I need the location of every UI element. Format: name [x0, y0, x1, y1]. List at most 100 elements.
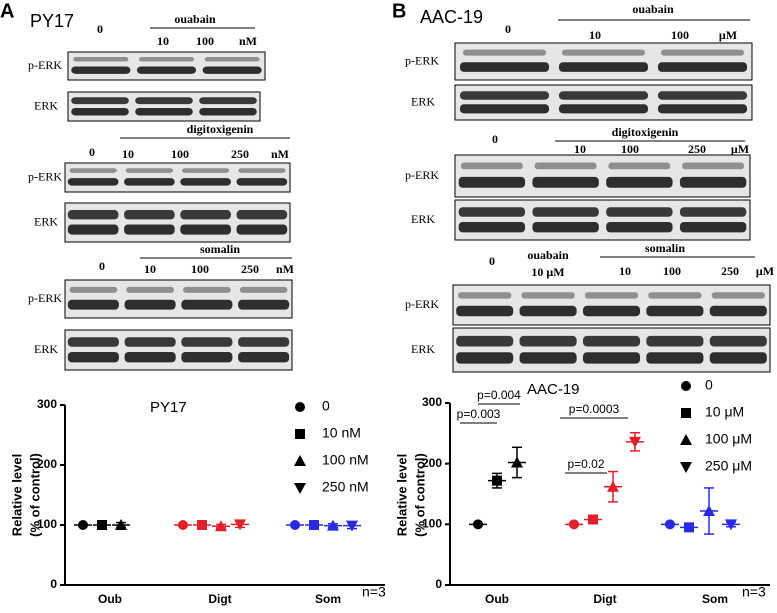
blot-box — [454, 42, 753, 81]
band — [657, 62, 748, 72]
cell-line: PY17 — [30, 11, 74, 31]
chart-title: AAC-19 — [527, 381, 580, 398]
band — [236, 224, 288, 235]
band — [679, 207, 747, 217]
band — [460, 162, 523, 170]
y-tick-label: 200 — [422, 456, 442, 470]
treatment: digitoxigenin — [612, 125, 679, 139]
band — [682, 162, 745, 170]
y-tick-label: 300 — [422, 395, 442, 409]
band — [709, 352, 767, 364]
y-tick-label: 0 — [435, 577, 442, 591]
lane-label: 10 — [144, 262, 156, 276]
lane-label: 100 — [671, 28, 689, 42]
band — [238, 352, 290, 363]
band — [124, 224, 175, 235]
x-tick-label: Digt — [593, 592, 616, 606]
band — [126, 286, 174, 293]
treatment: ouabain — [632, 2, 674, 16]
band — [67, 299, 119, 310]
legend-marker — [680, 462, 692, 473]
legend-marker — [294, 483, 306, 494]
legend-label: 100 nM — [322, 452, 369, 468]
lane-label: 10 — [589, 28, 601, 42]
band — [709, 305, 767, 317]
band — [67, 178, 119, 186]
legend-marker — [681, 381, 691, 391]
treatment: somalin — [200, 242, 240, 256]
band — [558, 91, 649, 100]
control-label: 10 μM — [531, 265, 564, 279]
blot-box — [67, 51, 266, 81]
band — [657, 91, 748, 100]
y-tick-label: 300 — [37, 397, 57, 411]
band — [182, 168, 230, 173]
unit: μM — [731, 142, 749, 156]
band — [124, 299, 176, 310]
band — [67, 224, 119, 235]
band — [138, 57, 195, 62]
band — [180, 210, 231, 220]
blot-box — [64, 279, 293, 319]
row-label: ERK — [34, 214, 58, 228]
lane-label: 100 — [196, 34, 214, 48]
legend-marker — [680, 434, 692, 445]
band — [238, 337, 290, 347]
band — [124, 352, 176, 363]
y-axis-label: Relative level — [394, 454, 409, 536]
band — [181, 337, 233, 347]
band — [462, 49, 547, 56]
marker — [234, 519, 246, 531]
band — [709, 335, 767, 347]
lane-label: 100 — [621, 142, 639, 156]
band — [239, 286, 288, 293]
row-label: p-ERK — [28, 58, 62, 72]
band — [71, 107, 129, 116]
marker — [115, 519, 127, 530]
band — [180, 178, 231, 186]
marker — [665, 519, 675, 530]
treatment: digitoxigenin — [187, 122, 254, 136]
x-tick-label: Som — [315, 592, 341, 606]
lane-label: 0 — [505, 22, 511, 36]
band — [236, 210, 288, 220]
marker — [197, 520, 207, 530]
row-label: ERK — [34, 98, 58, 112]
band — [183, 286, 231, 293]
legend-label: 0 — [705, 377, 713, 393]
band — [532, 176, 599, 188]
band — [67, 210, 119, 220]
band — [459, 91, 550, 100]
legend-label: 0 — [322, 398, 330, 414]
band — [648, 292, 702, 299]
legend-marker — [295, 402, 305, 412]
lane-label: 0 — [99, 259, 105, 273]
band — [584, 292, 639, 299]
row-label: ERK — [34, 342, 58, 356]
band — [558, 62, 649, 72]
band — [67, 337, 119, 347]
band — [181, 299, 233, 310]
marker — [492, 475, 502, 486]
unit: μM — [719, 28, 737, 42]
p-value: p=0.004 — [477, 388, 521, 402]
y-tick-label: 100 — [422, 517, 442, 531]
y-axis-label: Relative level — [9, 454, 24, 536]
band — [458, 292, 512, 299]
marker — [607, 480, 619, 492]
band — [519, 305, 577, 317]
row-label: p-ERK — [405, 297, 439, 311]
band — [458, 207, 526, 217]
blot-box — [64, 329, 293, 371]
band — [135, 97, 193, 105]
band — [606, 222, 673, 233]
band — [646, 335, 704, 347]
legend-marker — [681, 408, 691, 418]
band — [202, 66, 262, 74]
band — [73, 57, 129, 62]
x-tick-label: Oub — [485, 592, 509, 606]
lane-label: 10 — [122, 147, 134, 161]
row-label: p-ERK — [405, 168, 439, 182]
unit: nM — [276, 262, 294, 276]
